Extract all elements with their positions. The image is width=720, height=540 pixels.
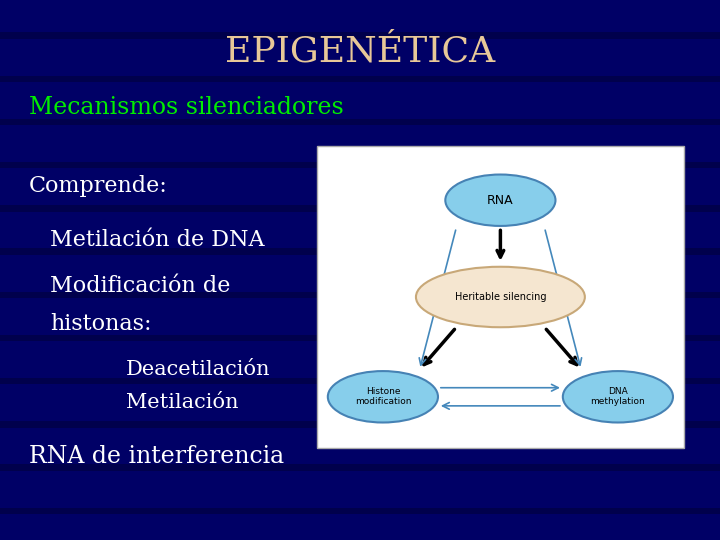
Bar — [0, 378, 720, 384]
Bar — [0, 205, 720, 212]
Bar — [0, 421, 720, 428]
Text: RNA de interferencia: RNA de interferencia — [29, 445, 284, 468]
Text: DNA
methylation: DNA methylation — [590, 387, 645, 407]
Text: Modificación de: Modificación de — [50, 275, 231, 297]
Text: Comprende:: Comprende: — [29, 176, 168, 197]
Ellipse shape — [416, 267, 585, 327]
Ellipse shape — [563, 371, 673, 422]
Bar — [0, 464, 720, 471]
Bar — [317, 146, 684, 448]
Text: histonas:: histonas: — [50, 313, 152, 335]
Text: Histone
modification: Histone modification — [355, 387, 411, 407]
Text: Heritable silencing: Heritable silencing — [454, 292, 546, 302]
Bar — [0, 335, 720, 341]
Text: Mecanismos silenciadores: Mecanismos silenciadores — [29, 97, 343, 119]
Bar — [0, 292, 720, 298]
Bar — [0, 119, 720, 125]
Text: Deacetilación: Deacetilación — [126, 360, 271, 380]
Text: EPIGENÉTICA: EPIGENÉTICA — [225, 35, 495, 68]
Ellipse shape — [328, 371, 438, 422]
Bar — [0, 248, 720, 255]
Bar — [0, 508, 720, 514]
Text: Metilación de DNA: Metilación de DNA — [50, 230, 265, 251]
Text: Metilación: Metilación — [126, 393, 238, 412]
Text: RNA: RNA — [487, 194, 513, 207]
Bar — [0, 76, 720, 82]
Ellipse shape — [445, 174, 556, 226]
Bar — [0, 162, 720, 168]
Bar — [0, 32, 720, 39]
